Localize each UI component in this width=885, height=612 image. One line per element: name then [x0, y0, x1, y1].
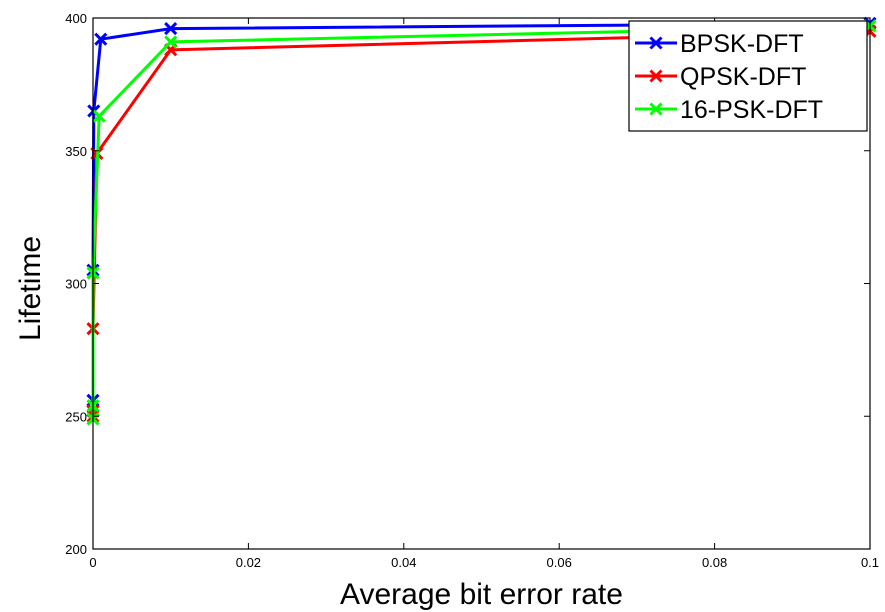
series-0-point-4	[94, 32, 108, 46]
legend-marker	[649, 36, 663, 50]
legend-label: QPSK-DFT	[680, 63, 806, 91]
x-tick-label: 0.06	[547, 555, 572, 570]
y-tick-label: 300	[65, 277, 87, 292]
y-tick-label: 350	[65, 144, 87, 159]
y-tick-label: 200	[65, 542, 87, 557]
axes: 0 0.02 0.04 0.06 0.08 0.1 200 250 300 350 400 Avera…	[14, 11, 879, 611]
x-tick-label: 0.08	[702, 555, 727, 570]
legend-marker	[649, 69, 663, 83]
legend-label: 16-PSK-DFT	[680, 96, 823, 124]
series-2-point-3	[92, 109, 106, 123]
y-tick-label: 400	[65, 11, 87, 26]
x-tick-label: 0.1	[861, 555, 879, 570]
plot-area	[86, 16, 877, 426]
y-axis-label: Lifetime	[14, 236, 47, 341]
legend-entry-2: 16-PSK-DFT	[635, 96, 823, 124]
legend-entry-0: BPSK-DFT	[635, 30, 804, 58]
x-axis-label: Average bit error rate	[340, 578, 623, 611]
x-tick-label: 0.04	[391, 555, 416, 570]
x-tick-label: 0	[89, 555, 96, 570]
series-0-point-5	[164, 22, 178, 36]
legend: BPSK-DFT QPSK-DFT 16-PSK-DFT	[628, 20, 868, 132]
legend-marker	[649, 102, 663, 116]
x-tick-label: 0.02	[236, 555, 261, 570]
y-tick-label: 250	[65, 409, 87, 424]
legend-label: BPSK-DFT	[680, 30, 804, 58]
legend-entry-1: QPSK-DFT	[635, 63, 806, 91]
series-2-point-4	[164, 35, 178, 49]
